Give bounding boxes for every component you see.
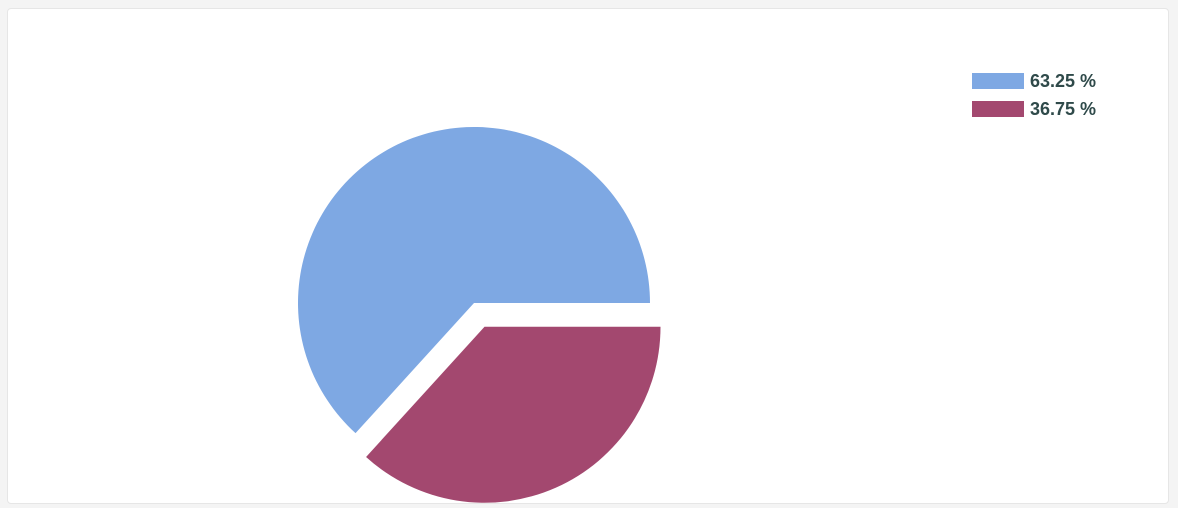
chart-card: 63.25 % 36.75 % <box>7 8 1169 504</box>
pie-slice-0 <box>298 126 650 434</box>
legend: 63.25 % 36.75 % <box>972 67 1096 123</box>
legend-label-0: 63.25 % <box>1030 70 1097 91</box>
legend-item-0: 63.25 % <box>972 67 1096 95</box>
pie-slice-1 <box>366 326 661 503</box>
legend-swatch-0 <box>972 73 1024 89</box>
legend-item-1: 36.75 % <box>972 95 1096 123</box>
legend-swatch-1 <box>972 101 1024 117</box>
pie-chart <box>298 126 661 503</box>
legend-label-1: 36.75 % <box>1030 98 1097 119</box>
